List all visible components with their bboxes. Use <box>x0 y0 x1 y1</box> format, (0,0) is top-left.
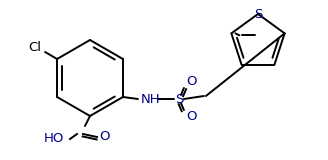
Text: O: O <box>99 131 109 144</box>
Text: S: S <box>254 8 262 20</box>
Text: O: O <box>187 75 197 88</box>
Text: NH: NH <box>141 92 161 105</box>
Text: HO: HO <box>44 132 64 145</box>
Text: O: O <box>187 109 197 123</box>
Text: Cl: Cl <box>29 40 42 53</box>
Text: S: S <box>175 92 183 105</box>
